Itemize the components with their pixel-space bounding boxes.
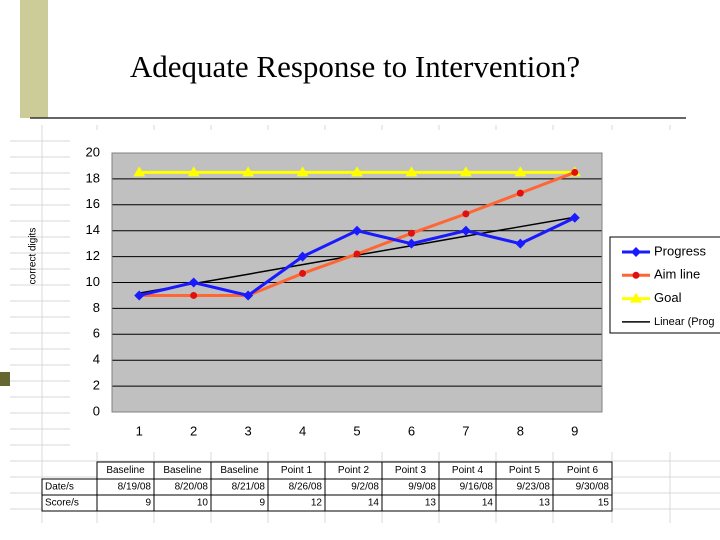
data-point — [462, 210, 470, 218]
y-tick-label: 8 — [93, 300, 100, 315]
table-date-cell: 9/9/08 — [408, 482, 436, 493]
y-tick-label: 12 — [86, 248, 100, 263]
table-date-cell: 9/2/08 — [351, 482, 379, 493]
table-date-cell: 8/26/08 — [289, 482, 323, 493]
y-tick-label: 16 — [86, 196, 100, 211]
legend-marker — [631, 247, 641, 257]
table-score-cell: 14 — [482, 498, 494, 509]
legend-label: Progress — [654, 243, 707, 258]
legend-marker — [630, 292, 642, 303]
data-point — [353, 250, 361, 258]
table-date-cell: 9/16/08 — [460, 482, 494, 493]
plot-border — [111, 152, 603, 413]
table-header-cell: Point 1 — [281, 465, 313, 476]
y-tick-label: 10 — [86, 274, 100, 289]
data-point — [188, 277, 199, 288]
data-point — [571, 168, 579, 176]
y-tick-label: 18 — [86, 170, 100, 185]
data-point — [459, 166, 472, 177]
data-point — [569, 212, 580, 223]
accent-bar — [20, 0, 48, 118]
x-tick-label: 8 — [517, 423, 524, 438]
data-point — [514, 166, 527, 177]
y-tick-label: 14 — [86, 222, 100, 237]
table-score-cell: 13 — [425, 498, 437, 509]
table-header-cell: Baseline — [106, 465, 145, 476]
table-score-cell: 12 — [311, 498, 323, 509]
data-point — [296, 166, 309, 177]
x-tick-label: 6 — [408, 423, 415, 438]
y-tick-label: 2 — [93, 378, 100, 393]
legend-label: Linear (Prog — [654, 316, 715, 328]
x-tick-label: 2 — [190, 423, 197, 438]
x-tick-label: 5 — [353, 423, 360, 438]
data-point — [297, 251, 308, 262]
table-score-cell: 10 — [197, 498, 209, 509]
data-point — [299, 269, 307, 277]
y-tick-label: 20 — [86, 144, 100, 159]
table-score-cell: 15 — [598, 498, 610, 509]
data-point — [243, 290, 254, 301]
x-tick-label: 9 — [571, 423, 578, 438]
x-tick-label: 3 — [244, 423, 251, 438]
legend-marker — [632, 271, 640, 279]
data-point — [242, 166, 255, 177]
table-date-cell: 9/30/08 — [576, 482, 610, 493]
y-tick-label: 4 — [93, 352, 100, 367]
table-date-cell: 8/19/08 — [118, 482, 152, 493]
data-point — [187, 166, 200, 177]
table-header-cell: Point 6 — [567, 465, 599, 476]
x-tick-label: 1 — [136, 423, 143, 438]
data-point — [134, 290, 145, 301]
x-tick-label: 7 — [462, 423, 469, 438]
table-header-cell: Point 3 — [395, 465, 427, 476]
table-score-cell: 14 — [368, 498, 380, 509]
table-header-cell: Point 2 — [338, 465, 370, 476]
table-row-label: Score/s — [45, 498, 79, 509]
table-header-cell: Baseline — [220, 465, 259, 476]
table-date-cell: 9/23/08 — [517, 482, 551, 493]
table-score-cell: 9 — [145, 498, 151, 509]
data-point — [406, 238, 417, 249]
slide-title: Adequate Response to Intervention? — [130, 49, 580, 84]
table-date-cell: 8/20/08 — [175, 482, 209, 493]
data-point — [515, 238, 526, 249]
y-tick-label: 6 — [93, 326, 100, 341]
data-point — [407, 229, 415, 237]
table-date-cell: 8/21/08 — [232, 482, 266, 493]
legend-label: Aim line — [654, 267, 700, 282]
x-tick-label: 4 — [299, 423, 306, 438]
table-header-cell: Baseline — [163, 465, 202, 476]
data-point — [460, 225, 471, 236]
data-point — [405, 166, 418, 177]
y-tick-label: 0 — [93, 403, 100, 418]
data-point — [133, 166, 146, 177]
data-point — [190, 291, 198, 299]
data-point — [351, 166, 363, 177]
table-row-label: Date/s — [45, 482, 74, 493]
table-score-cell: 9 — [259, 498, 265, 509]
y-axis-title: correct digits — [28, 228, 39, 285]
table-score-cell: 13 — [539, 498, 551, 509]
table-header-cell: Point 4 — [452, 465, 484, 476]
legend-label: Goal — [654, 290, 682, 305]
table-header-cell: Point 5 — [509, 465, 541, 476]
data-point — [516, 189, 524, 197]
data-point — [352, 225, 362, 236]
